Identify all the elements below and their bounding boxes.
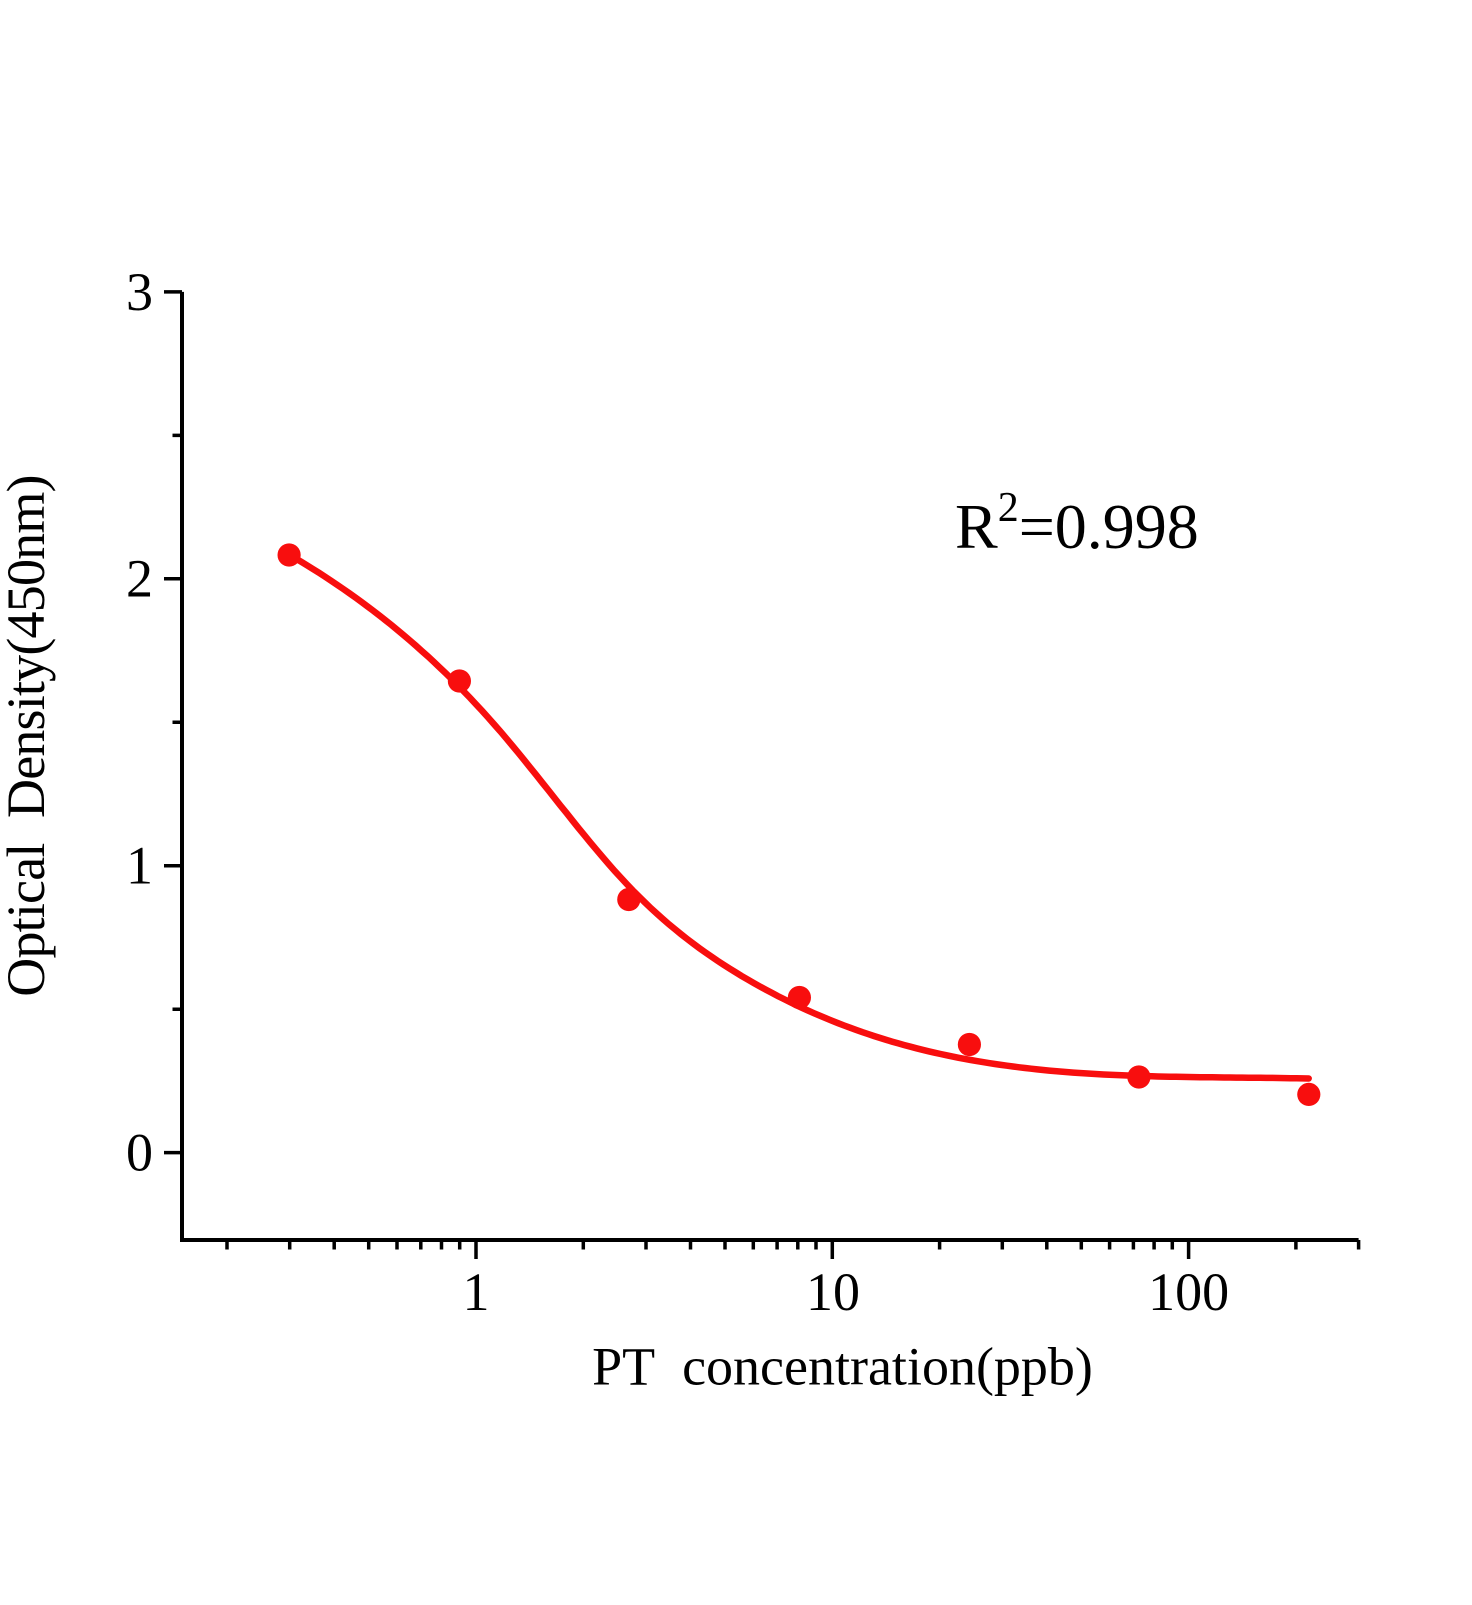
svg-text:100: 100 <box>1148 1262 1229 1322</box>
svg-text:3: 3 <box>126 262 153 322</box>
svg-text:R2=0.998: R2=0.998 <box>955 485 1199 562</box>
svg-text:PT concentration(ppb): PT concentration(ppb) <box>592 1337 1093 1397</box>
svg-text:0: 0 <box>126 1123 153 1183</box>
svg-text:1: 1 <box>126 836 153 896</box>
svg-text:10: 10 <box>806 1262 860 1322</box>
svg-text:2: 2 <box>126 549 153 609</box>
svg-text:Optical Density(450nm): Optical Density(450nm) <box>0 475 56 997</box>
svg-text:1: 1 <box>463 1262 490 1322</box>
